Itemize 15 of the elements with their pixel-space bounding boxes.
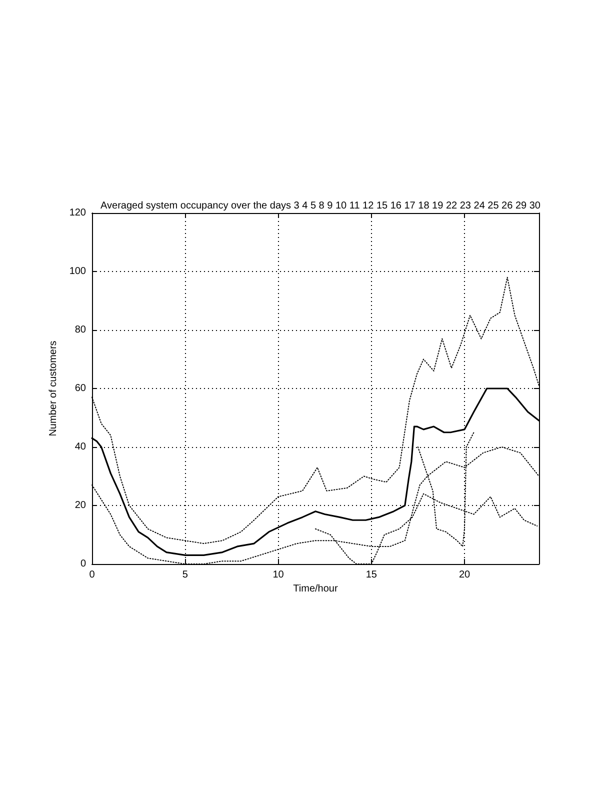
y-tick-label: 100 bbox=[69, 266, 86, 277]
y-tick-label: 20 bbox=[74, 500, 86, 511]
y-tick-label: 120 bbox=[69, 208, 86, 218]
y-tick-label: 0 bbox=[80, 558, 86, 570]
chart-title: Averaged system occupancy over the days 3 4 5 8 9 10 11 12 15 16 17 18 19 22 23 24 25 26 29 30 bbox=[100, 200, 541, 212]
x-tick-label: 10 bbox=[272, 570, 284, 580]
y-tick-label: 40 bbox=[74, 442, 86, 452]
y-axis-title: Number of customers bbox=[48, 340, 59, 436]
x-tick-label: 15 bbox=[366, 570, 378, 580]
x-axis-title: Time/hour bbox=[293, 584, 338, 594]
x-tick-label: 20 bbox=[458, 570, 470, 580]
y-tick-label: 60 bbox=[74, 383, 86, 394]
x-tick-label: 5 bbox=[182, 570, 188, 580]
x-tick-label: 0 bbox=[89, 570, 96, 580]
y-tick-label: 80 bbox=[74, 324, 86, 336]
